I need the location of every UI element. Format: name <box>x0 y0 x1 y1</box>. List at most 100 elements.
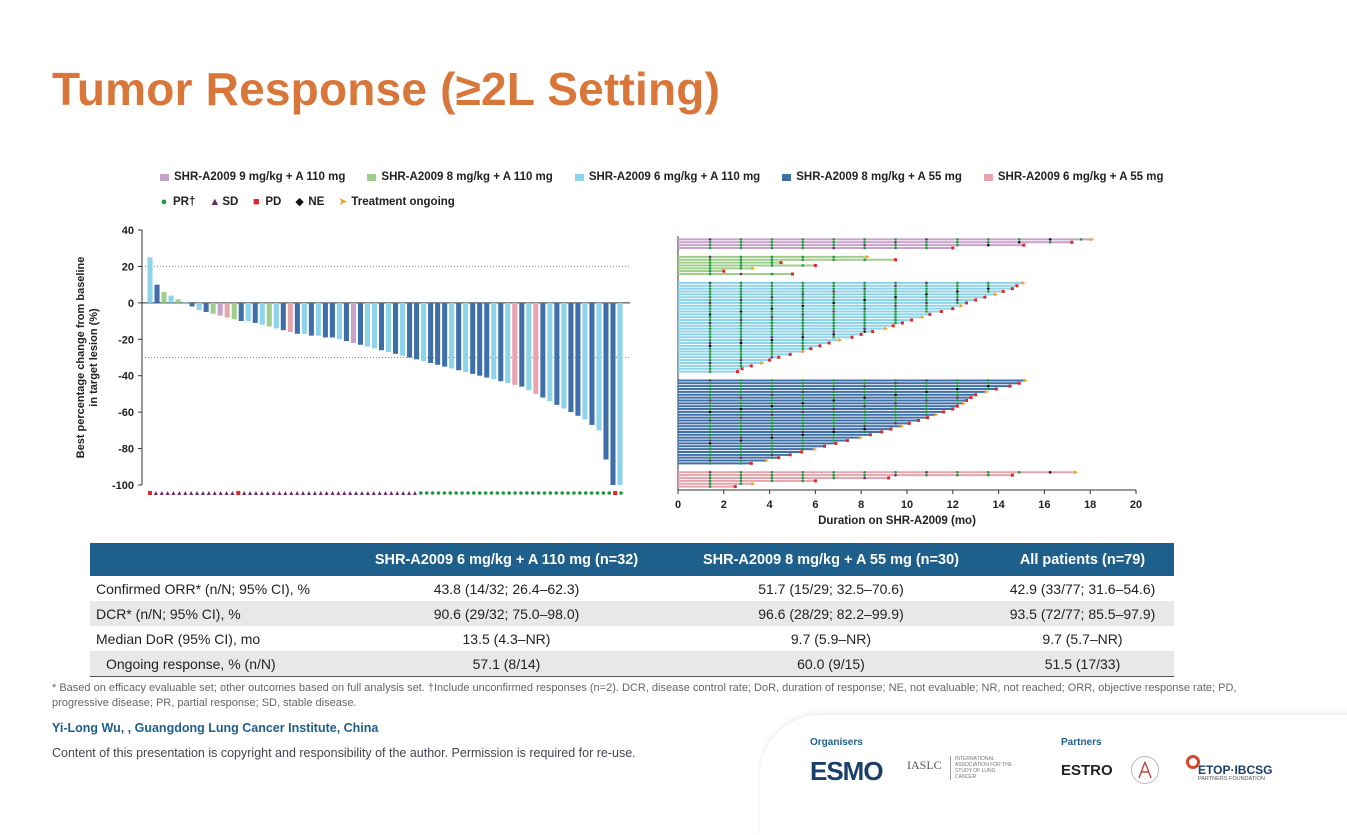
assessment-marker <box>708 335 712 339</box>
assessment-marker <box>770 444 774 448</box>
assessment-marker <box>801 338 805 342</box>
assessment-marker <box>708 272 712 276</box>
assessment-marker <box>739 333 743 336</box>
assessment-marker <box>739 341 743 345</box>
pr-marker <box>566 491 570 495</box>
table-row: Ongoing response, % (n/N) 57.1 (8/14) 60… <box>90 651 1174 677</box>
assessment-marker <box>708 333 712 336</box>
sd-marker <box>224 491 229 495</box>
assessment-marker <box>925 287 928 290</box>
assessment-marker <box>801 404 805 408</box>
assessment-marker <box>770 427 774 431</box>
bar <box>371 302 378 349</box>
assessment-marker <box>739 293 743 296</box>
x-axis-label: Duration on SHR-A2009 (mo) <box>818 515 976 527</box>
assessment-marker <box>986 473 990 477</box>
bar <box>435 302 441 365</box>
assessment-marker <box>708 422 712 425</box>
assessment-marker <box>925 384 928 388</box>
ongoing-marker <box>1090 237 1095 242</box>
assessment-marker <box>739 450 743 454</box>
assessment-marker <box>801 243 805 247</box>
ongoing-marker <box>959 303 964 308</box>
bar <box>154 284 160 303</box>
sd-marker <box>371 491 376 495</box>
bar <box>540 302 546 398</box>
legend-item: SHR-A2009 8 mg/kg + A 110 mg <box>367 171 553 183</box>
table-cell: 90.6 (29/32; 75.0–98.0) <box>342 601 671 626</box>
assessment-marker <box>925 307 928 310</box>
assessment-marker <box>708 399 712 402</box>
assessment-marker <box>863 393 866 397</box>
assessment-marker <box>863 258 866 262</box>
end-marker <box>827 341 831 345</box>
assessment-marker <box>708 284 712 288</box>
pd-marker <box>147 491 152 495</box>
legend-item: ▲ SD <box>209 196 238 208</box>
assessment-marker <box>739 447 743 451</box>
assessment-marker <box>708 243 712 247</box>
assessment-marker <box>832 390 836 394</box>
assessment-marker <box>832 439 836 442</box>
assessment-marker <box>708 410 712 414</box>
assessment-marker <box>986 243 990 247</box>
assessment-marker <box>832 284 836 288</box>
table-header-cell: All patients (n=79) <box>990 543 1174 576</box>
sd-marker <box>389 491 394 495</box>
end-marker <box>889 427 893 431</box>
assessment-marker <box>708 482 712 486</box>
ongoing-marker <box>751 481 756 486</box>
assessment-marker <box>956 470 959 474</box>
assessment-marker <box>739 364 743 368</box>
assessment-marker <box>739 390 743 394</box>
sd-marker-icon: ▲ <box>209 195 221 208</box>
assessment-marker <box>708 382 712 385</box>
assessment-marker <box>739 410 743 414</box>
end-marker <box>788 453 792 457</box>
assessment-marker <box>832 295 836 299</box>
assessment-marker <box>708 413 712 417</box>
assessment-marker <box>956 293 959 296</box>
sd-marker <box>159 491 164 495</box>
assessment-marker <box>925 295 928 299</box>
legend-item: SHR-A2009 8 mg/kg + A 55 mg <box>782 171 962 183</box>
legend-label: Treatment ongoing <box>351 195 455 208</box>
assessment-marker <box>832 327 836 330</box>
table-cell: 51.5 (17/33) <box>990 651 1174 677</box>
sd-marker <box>165 491 170 495</box>
end-marker <box>736 370 740 374</box>
assessment-marker <box>956 290 959 293</box>
legend-label: SHR-A2009 8 mg/kg + A 55 mg <box>796 171 962 183</box>
assessment-marker <box>894 290 897 293</box>
assessment-marker <box>770 255 774 259</box>
assessment-marker <box>770 387 774 391</box>
assessment-marker <box>832 324 836 328</box>
assessment-marker <box>739 344 743 348</box>
assessment-marker <box>739 258 743 262</box>
assessment-marker <box>801 310 805 313</box>
assessment-marker <box>739 350 743 353</box>
legend-item: SHR-A2009 6 mg/kg + A 110 mg <box>574 171 760 183</box>
sd-marker <box>412 491 417 495</box>
end-marker <box>777 355 781 359</box>
assessment-marker <box>986 387 990 391</box>
bar <box>477 302 483 376</box>
assessment-marker <box>739 479 743 483</box>
assessment-marker <box>739 470 743 474</box>
sd-marker <box>177 491 182 495</box>
assessment-marker <box>708 424 712 428</box>
table-cell: 51.7 (15/29; 32.5–70.6) <box>758 580 904 597</box>
assessment-marker <box>894 318 897 322</box>
bar <box>245 302 251 322</box>
legend-label: SHR-A2009 8 mg/kg + A 110 mg <box>381 171 553 183</box>
end-marker <box>800 450 804 454</box>
assessment-marker <box>708 419 712 422</box>
assessment-marker <box>832 304 836 308</box>
assessment-marker <box>739 330 743 333</box>
end-marker <box>1017 381 1021 385</box>
assessment-marker <box>739 295 743 299</box>
ongoing-marker <box>801 349 806 354</box>
assessment-marker <box>770 407 774 411</box>
pr-marker <box>424 491 429 495</box>
assessment-marker <box>925 290 928 293</box>
